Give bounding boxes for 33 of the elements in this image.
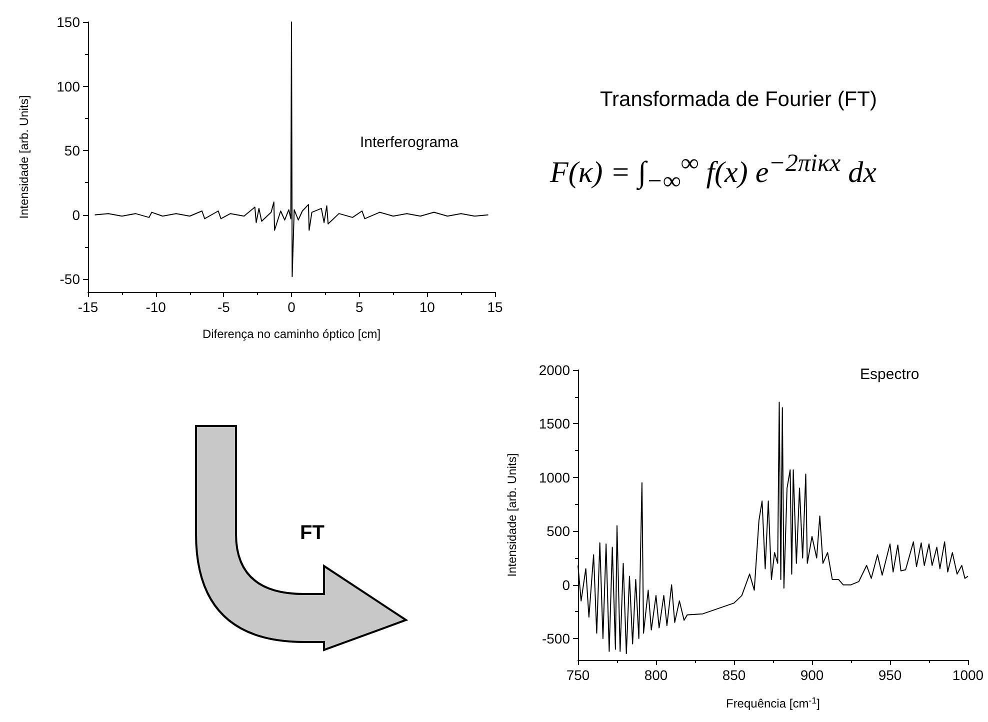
text: F(κ) = ∫$_{−∞}$$^{∞}$ f(x) e$^{−2πiκx}$ dx <box>550 150 876 196</box>
y-axis-title: Intensidade [arb. Units] <box>17 95 31 219</box>
x-tick-label: 950 <box>878 667 902 683</box>
y-tick-label: -50 <box>60 271 80 288</box>
x-axis-title: Diferença no caminho óptico [cm] <box>202 327 381 341</box>
x-tick-label: 900 <box>800 667 824 683</box>
y-tick-label: -500 <box>542 630 570 647</box>
line-series <box>94 22 489 278</box>
x-tick-label: 850 <box>722 667 746 683</box>
y-tick-label: 2000 <box>538 362 570 378</box>
x-tick-label: 1000 <box>952 667 984 683</box>
x-tick-label: 800 <box>644 667 668 683</box>
y-tick-label: 0 <box>72 206 80 223</box>
y-tick-label: 500 <box>546 523 570 540</box>
x-tick-label: -5 <box>217 299 230 315</box>
text: FT <box>300 522 324 545</box>
y-tick-label: 50 <box>64 142 80 159</box>
x-tick-label: 750 <box>566 667 590 683</box>
y-axis-title: Intensidade [arb. Units] <box>505 453 519 577</box>
text: Interferograma <box>360 134 460 151</box>
y-tick-label: 0 <box>562 576 570 593</box>
y-tick-label: 100 <box>56 78 80 94</box>
x-tick-label: 15 <box>487 299 503 315</box>
x-tick-label: -10 <box>146 299 166 315</box>
text: Transformada de Fourier (FT) <box>600 88 877 112</box>
y-tick-label: 150 <box>56 14 80 30</box>
x-tick-label: -15 <box>78 299 98 315</box>
x-tick-label: 10 <box>419 299 436 315</box>
x-tick-label: 5 <box>355 299 364 315</box>
chart-title: Espectro <box>860 366 920 383</box>
y-tick-label: 1500 <box>538 416 570 432</box>
x-tick-label: 0 <box>288 299 296 315</box>
y-tick-label: 1000 <box>538 469 570 486</box>
